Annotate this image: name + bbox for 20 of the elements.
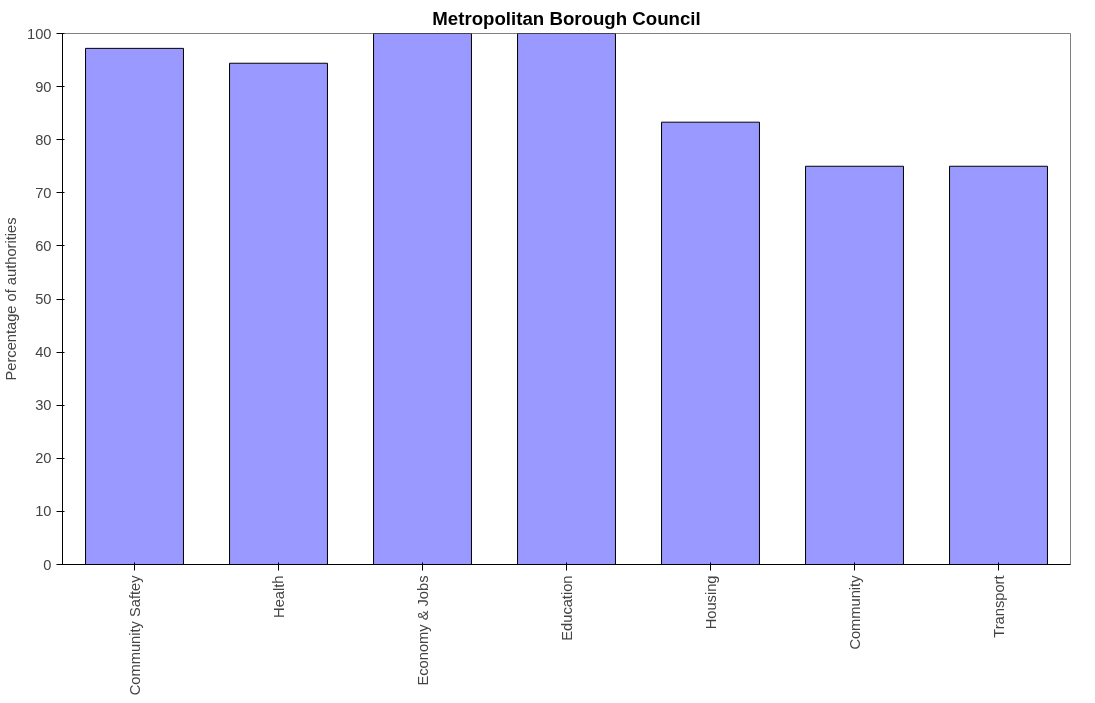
y-tick-label: 10	[35, 503, 52, 520]
x-tick-label: Economy & Jobs	[414, 575, 431, 686]
y-tick-label: 0	[43, 556, 52, 573]
y-tick-label: 70	[35, 184, 52, 201]
chart-title: Metropolitan Borough Council	[432, 7, 701, 29]
x-tick-label: Education	[558, 575, 575, 641]
y-tick-label: 80	[35, 131, 52, 148]
y-tick-label: 30	[35, 397, 52, 414]
y-axis-title: Percentage of authorities	[3, 217, 20, 381]
y-tick-label: 40	[35, 344, 52, 361]
x-tick-label: Health	[270, 575, 287, 618]
x-tick-label: Community	[846, 574, 863, 650]
x-tick-label: Community Saftey	[126, 574, 143, 696]
y-tick-label: 60	[35, 237, 52, 254]
x-tick-label: Transport	[990, 575, 1007, 638]
x-tick-label: Housing	[702, 575, 719, 630]
y-tick-label: 100	[27, 25, 52, 42]
y-tick-label: 20	[35, 450, 52, 467]
y-tick-label: 90	[35, 78, 52, 95]
y-tick-label: 50	[35, 291, 52, 307]
